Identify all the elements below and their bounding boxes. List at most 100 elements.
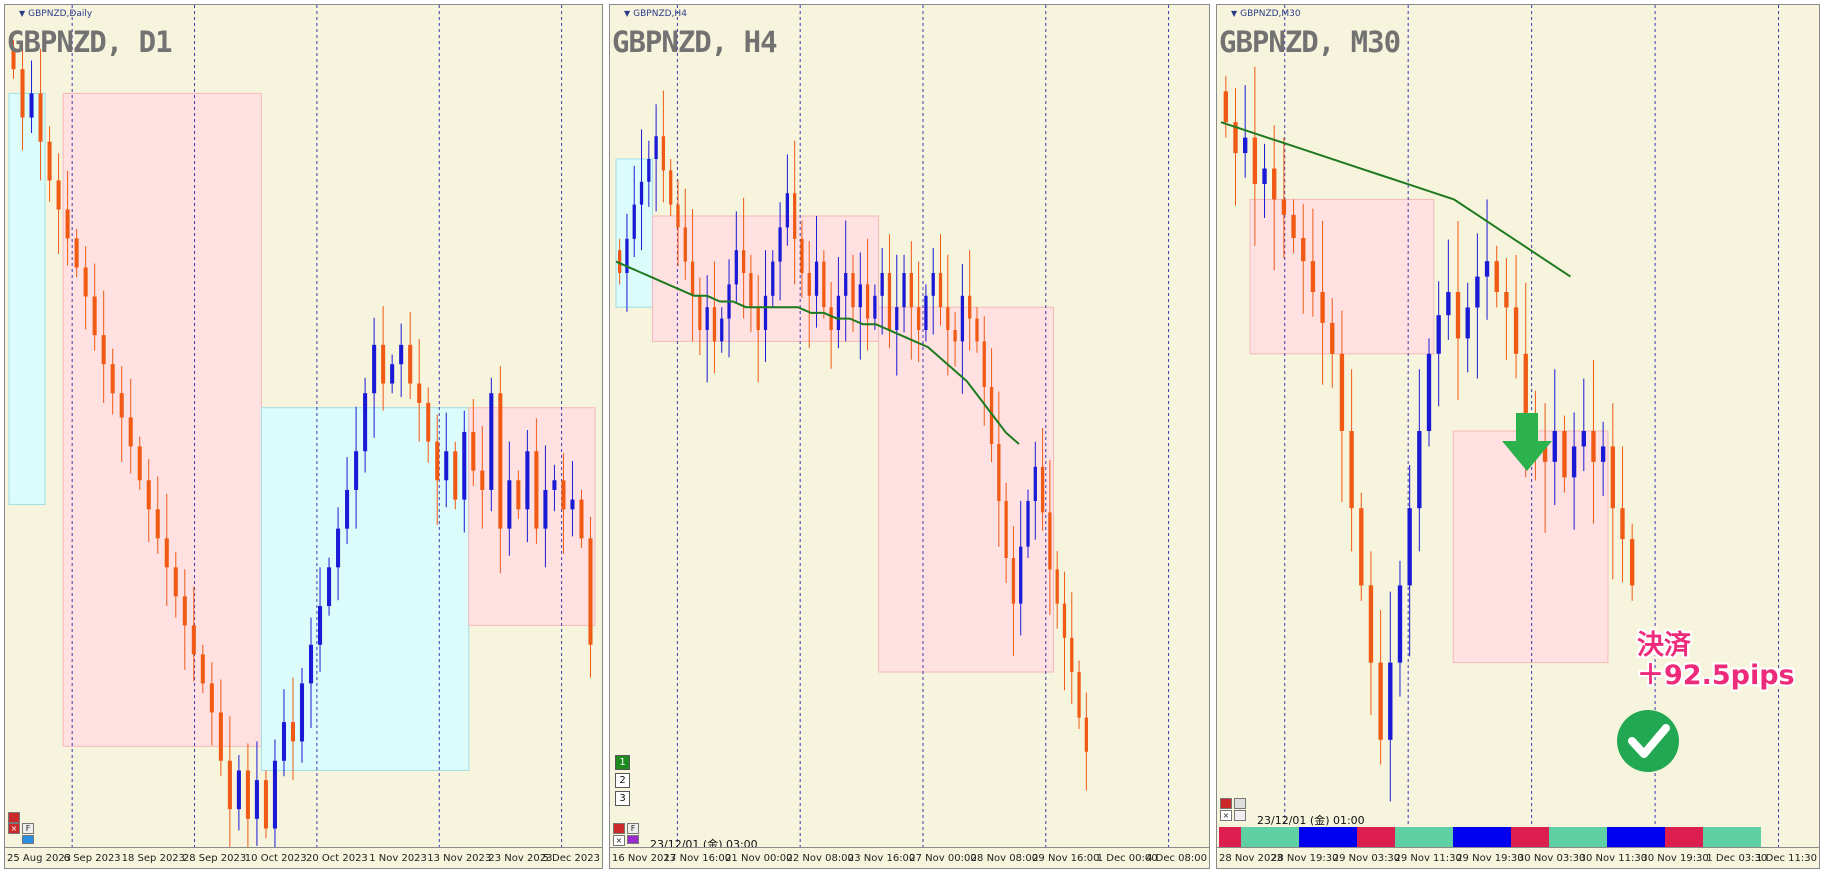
candle-body bbox=[543, 489, 548, 529]
candle-body bbox=[968, 295, 972, 319]
candle-body bbox=[1620, 508, 1625, 540]
scale-button-3[interactable]: 3 bbox=[615, 791, 630, 806]
candle-body bbox=[741, 250, 746, 273]
candle-body bbox=[749, 273, 753, 308]
candle-body bbox=[880, 273, 884, 296]
strip-segment bbox=[1219, 827, 1241, 849]
minimize-icon[interactable] bbox=[1220, 798, 1232, 809]
candle-body bbox=[92, 296, 97, 336]
candle-body bbox=[1504, 292, 1509, 308]
x-tick-label: 1 Dec 03:30 bbox=[1706, 853, 1768, 864]
purple-dot-icon[interactable] bbox=[627, 835, 639, 844]
candle-body bbox=[1243, 137, 1248, 154]
candle-body bbox=[47, 141, 52, 181]
candle-body bbox=[800, 238, 804, 273]
candle-body bbox=[1484, 261, 1490, 277]
candle-body bbox=[887, 273, 892, 330]
settings-icon[interactable] bbox=[1234, 810, 1246, 821]
blue-dot-icon[interactable] bbox=[22, 835, 34, 844]
candle-body bbox=[1359, 508, 1364, 586]
candle-body bbox=[1262, 168, 1267, 184]
candle-body bbox=[647, 159, 651, 182]
f-button[interactable]: F bbox=[627, 823, 639, 834]
candle-body bbox=[1513, 307, 1519, 354]
candle-body bbox=[290, 722, 296, 742]
candle-body bbox=[829, 307, 833, 330]
candle-body bbox=[676, 204, 680, 228]
candle-body bbox=[1349, 431, 1354, 509]
menu-triangle-icon[interactable]: ▼ bbox=[624, 9, 631, 18]
chart-panel-h4[interactable]: ▼ GBPNZD,H4 GBPNZD, H4 1 2 3 F × 23/12/01… bbox=[609, 4, 1210, 869]
candle-body bbox=[579, 499, 584, 539]
candle-body bbox=[1552, 431, 1557, 462]
candle-body bbox=[1600, 446, 1606, 462]
candle-body bbox=[200, 654, 205, 684]
chart-panel-m30[interactable]: ▼ GBPNZD,M30 GBPNZD, M30 × 23/12/01 (金) 0… bbox=[1216, 4, 1820, 869]
candle-body bbox=[462, 431, 467, 500]
candle-body bbox=[851, 273, 855, 308]
candle-body bbox=[1339, 353, 1345, 431]
candle-body bbox=[1368, 585, 1374, 663]
chart-plot-h4 bbox=[615, 5, 1170, 850]
f-button[interactable]: F bbox=[22, 823, 34, 834]
candle-body bbox=[146, 480, 151, 510]
candle-body bbox=[975, 318, 979, 342]
x-tick-label: 4 Dec 08:00 bbox=[1146, 853, 1207, 864]
scale-button-1[interactable]: 1 bbox=[615, 755, 630, 770]
candle-body bbox=[690, 261, 695, 296]
strip-segment bbox=[1607, 827, 1665, 849]
strip-segment bbox=[1665, 827, 1703, 849]
candle-body bbox=[236, 770, 241, 810]
candle-body bbox=[669, 170, 673, 205]
minimize-icon[interactable] bbox=[613, 823, 625, 834]
candle-body bbox=[814, 261, 819, 296]
candle-body bbox=[785, 193, 790, 228]
x-tick-label: 29 Nov 19:30 bbox=[1456, 853, 1524, 864]
x-tick-label: 22 Nov 08:00 bbox=[786, 853, 854, 864]
candle-body bbox=[227, 760, 232, 810]
menu-triangle-icon[interactable]: ▼ bbox=[1231, 9, 1238, 18]
candle-body bbox=[1272, 168, 1277, 200]
candle-body bbox=[390, 364, 395, 384]
candle-body bbox=[381, 344, 386, 384]
close-button[interactable]: × bbox=[8, 823, 20, 834]
candle-body bbox=[1077, 672, 1081, 718]
candle-body bbox=[137, 446, 142, 481]
minimize-icon[interactable] bbox=[8, 812, 20, 823]
restore-icon[interactable] bbox=[1234, 798, 1246, 809]
x-tick-label: 21 Nov 00:00 bbox=[725, 853, 793, 864]
date-axis: 28 Nov 2023 28 Nov 19:30 29 Nov 03:30 29 No… bbox=[1217, 847, 1819, 868]
date-axis: 25 Aug 2023 6 Sep 2023 18 Sep 2023 28 Sep 2… bbox=[5, 847, 602, 868]
x-tick-label: 29 Nov 11:30 bbox=[1394, 853, 1462, 864]
candle-body bbox=[444, 451, 449, 481]
candle-body bbox=[858, 284, 862, 308]
close-button[interactable]: × bbox=[1220, 810, 1232, 821]
candle-body bbox=[552, 480, 557, 490]
candle-body bbox=[1562, 431, 1567, 478]
scale-button-2[interactable]: 2 bbox=[615, 773, 630, 788]
candle-body bbox=[1223, 91, 1229, 123]
chart-panel-d1[interactable]: ▼ GBPNZD,Daily GBPNZD, D1 × F 25 Aug 2023… bbox=[4, 4, 603, 869]
candle-body bbox=[1475, 276, 1480, 308]
x-tick-label: 1 Dec 11:30 bbox=[1756, 853, 1817, 864]
menu-triangle-icon[interactable]: ▼ bbox=[19, 9, 26, 18]
close-button[interactable]: × bbox=[613, 835, 625, 846]
candle-body bbox=[1070, 637, 1074, 672]
candle-body bbox=[1417, 431, 1422, 509]
arrow-shaft bbox=[1516, 413, 1538, 441]
candle-body bbox=[822, 261, 826, 308]
candle-body bbox=[119, 393, 124, 418]
x-tick-label: 29 Nov 03:30 bbox=[1332, 853, 1401, 864]
candle-body bbox=[1019, 546, 1023, 604]
candle-body bbox=[164, 538, 169, 568]
moving-average-line bbox=[615, 260, 1020, 445]
candle-body bbox=[363, 393, 368, 452]
buy-zone bbox=[8, 92, 46, 505]
down-arrow-icon bbox=[1502, 413, 1552, 471]
x-tick-label: 23 Nov 16:00 bbox=[847, 853, 916, 864]
candle-body bbox=[1378, 662, 1383, 740]
candle-body bbox=[489, 393, 494, 490]
candle-body bbox=[1446, 292, 1451, 316]
x-tick-label: 17 Nov 16:00 bbox=[663, 853, 732, 864]
x-tick-label: 30 Nov 19:30 bbox=[1641, 853, 1709, 864]
